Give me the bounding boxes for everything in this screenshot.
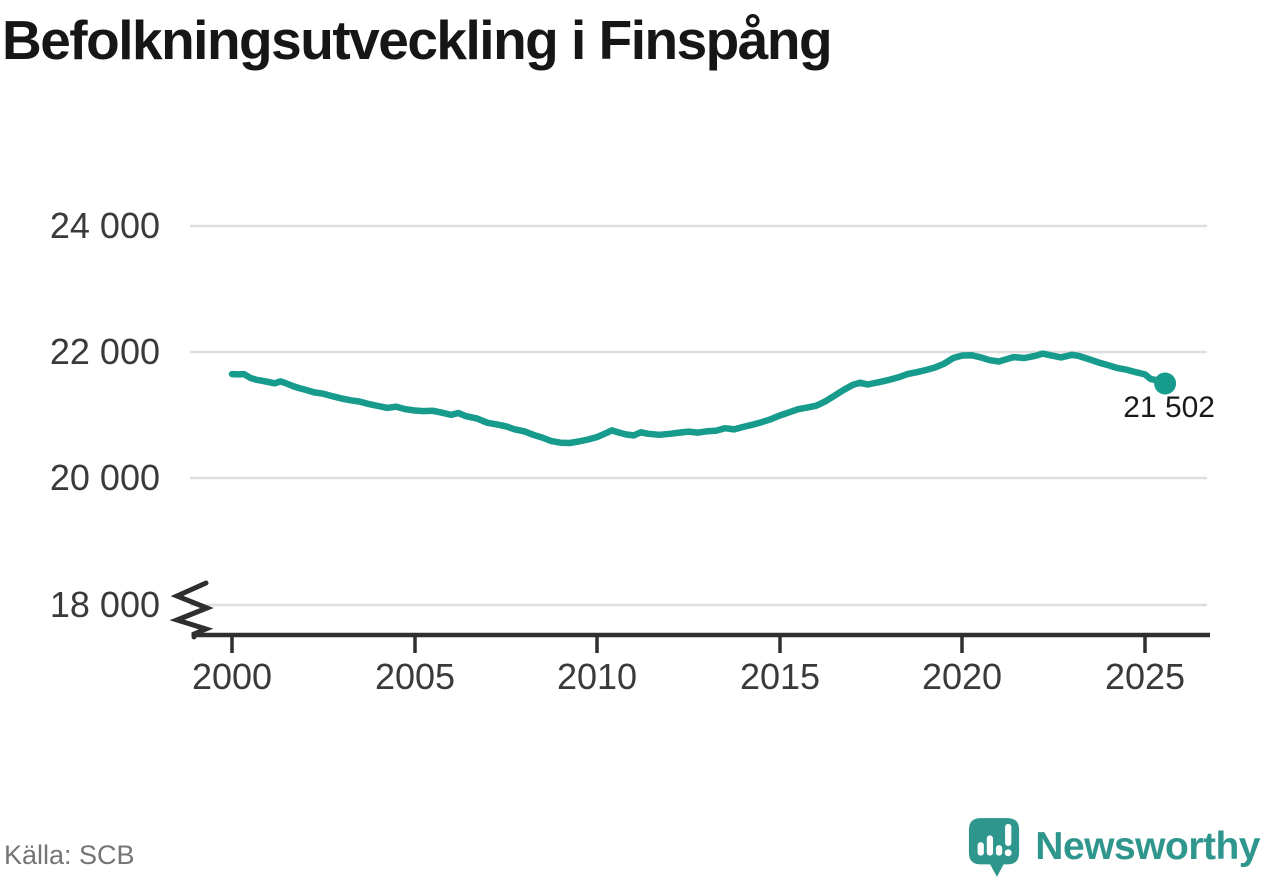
x-tick-label-2025: 2025 <box>1104 656 1186 697</box>
source-caption: Källa: SCB <box>4 840 135 870</box>
axis-break-icon <box>169 580 214 640</box>
x-tick-label-2015: 2015 <box>739 656 821 697</box>
x-tick-label-2005: 2005 <box>374 656 456 697</box>
latest-value-dot <box>1154 372 1177 395</box>
x-tick-label-2000: 2000 <box>191 656 273 697</box>
newsworthy-speech-bubble-bar-chart-icon <box>969 818 1020 877</box>
y-tick-label-22000: 22 000 <box>49 331 160 372</box>
y-tick-label-24000: 24 000 <box>49 205 160 246</box>
newsworthy-logo-text: Newsworthy <box>1035 825 1260 868</box>
y-tick-label-20000: 20 000 <box>49 457 160 498</box>
y-tick-label-18000: 18 000 <box>49 584 160 625</box>
newsworthy-logo: Newsworthy <box>967 816 1260 878</box>
chart-title: Befolkningsutveckling i Finspång <box>2 9 833 71</box>
latest-value-label: 21 502 <box>1123 391 1215 424</box>
x-tick-label-2020: 2020 <box>921 656 1003 697</box>
x-tick-label-2010: 2010 <box>556 656 638 697</box>
population-line <box>228 350 1169 447</box>
